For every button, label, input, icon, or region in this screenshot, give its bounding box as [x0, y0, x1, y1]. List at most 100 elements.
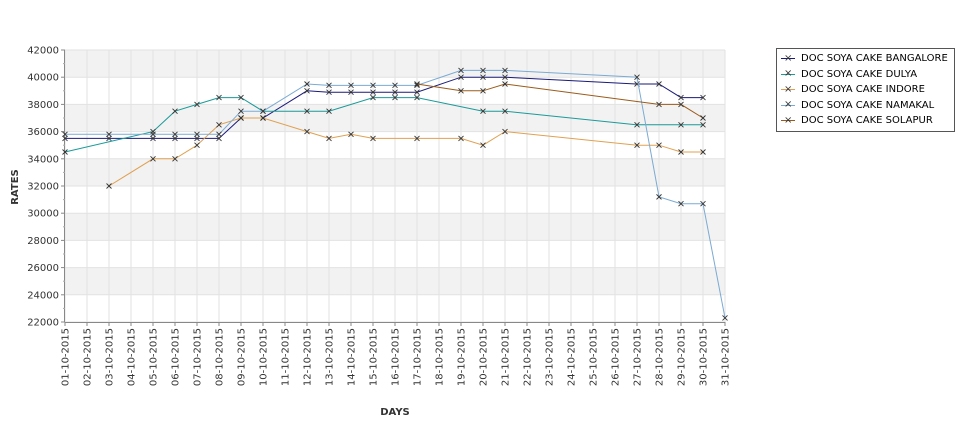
data-point: [458, 135, 464, 142]
legend-item: × DOC SOYA CAKE NAMAKAL: [781, 98, 948, 114]
data-point: [304, 81, 310, 87]
axes: [61, 49, 726, 326]
y-tick-label: 38000: [27, 100, 59, 111]
data-point: [480, 108, 486, 115]
x-tick-label: 30-10-2015: [699, 328, 710, 386]
x-tick-label: 14-10-2015: [347, 328, 358, 386]
data-point: [370, 82, 376, 89]
x-tick-label: 22-10-2015: [523, 328, 534, 386]
legend-label: DOC SOYA CAKE BANGALORE: [801, 53, 948, 65]
x-tick-label: 05-10-2015: [149, 328, 160, 386]
legend-label: DOC SOYA CAKE INDORE: [801, 84, 925, 96]
legend-item: × DOC SOYA CAKE INDORE: [781, 82, 948, 98]
data-point: [634, 74, 640, 81]
data-point: [502, 74, 508, 81]
data-point: [480, 67, 486, 74]
legend-item: × DOC SOYA CAKE BANGALORE: [781, 51, 948, 67]
y-tick-label: 36000: [27, 127, 59, 138]
y-tick-label: 42000: [27, 46, 59, 57]
legend-marker: ×: [781, 99, 795, 111]
data-point: [326, 82, 332, 89]
data-point: [150, 135, 156, 142]
data-point: [194, 135, 200, 142]
data-point: [700, 94, 706, 101]
data-point: [700, 121, 706, 128]
data-point: [656, 194, 662, 200]
data-point: [238, 115, 244, 121]
data-point: [678, 101, 684, 108]
x-tick-label: 11-10-2015: [281, 328, 292, 386]
data-point: [722, 315, 728, 321]
data-point: [304, 108, 310, 115]
legend-item: × DOC SOYA CAKE DULYA: [781, 67, 948, 83]
x-tick-label: 02-10-2015: [83, 328, 94, 386]
data-point: [348, 82, 354, 89]
x-tick-label: 23-10-2015: [545, 328, 556, 386]
data-point: [260, 115, 266, 121]
data-point: [238, 108, 244, 115]
data-point: [62, 149, 68, 155]
data-point: [480, 142, 486, 149]
data-point: [194, 131, 200, 138]
data-point: [392, 82, 398, 89]
data-point: [458, 67, 464, 74]
data-point: [414, 82, 420, 89]
x-tick-labels: 01-10-2015 02-10-2015 03-10-2015 04-10-2015…: [61, 328, 732, 386]
y-tick-label: 22000: [27, 318, 59, 329]
y-axis-title: RATES: [10, 169, 21, 205]
x-tick-label: 15-10-2015: [369, 328, 380, 386]
data-point: [502, 67, 508, 74]
y-tick-label: 30000: [27, 209, 59, 220]
data-point: [216, 121, 222, 128]
data-point: [370, 89, 376, 95]
data-point: [502, 108, 508, 115]
x-tick-label: 13-10-2015: [325, 328, 336, 386]
x-tick-label: 25-10-2015: [589, 328, 600, 386]
x-tick-label: 17-10-2015: [413, 328, 424, 386]
x-tick-label: 19-10-2015: [457, 328, 468, 386]
y-tick-label: 40000: [27, 73, 59, 84]
y-tick-label: 24000: [27, 290, 59, 301]
data-point: [304, 128, 310, 135]
x-tick-label: 21-10-2015: [501, 328, 512, 386]
data-point: [172, 108, 178, 115]
x-tick-label: 26-10-2015: [611, 328, 622, 386]
x-tick-label: 16-10-2015: [391, 328, 402, 386]
data-point: [656, 142, 662, 149]
x-axis-title: DAYS: [380, 407, 410, 418]
legend-marker: ×: [781, 84, 795, 96]
data-point: [62, 135, 68, 142]
x-tick-label: 12-10-2015: [303, 328, 314, 386]
data-point: [458, 87, 464, 94]
data-point: [326, 89, 332, 95]
data-point: [458, 74, 464, 81]
data-point: [414, 81, 420, 87]
x-tick-label: 27-10-2015: [633, 328, 644, 386]
data-point: [678, 121, 684, 128]
data-point: [370, 135, 376, 142]
x-tick-label: 01-10-2015: [61, 328, 72, 386]
data-point: [172, 131, 178, 138]
x-tick-label: 08-10-2015: [215, 328, 226, 386]
y-tick-label: 34000: [27, 154, 59, 165]
legend-label: DOC SOYA CAKE NAMAKAL: [801, 99, 935, 111]
data-point: [678, 200, 684, 207]
data-point: [150, 131, 156, 138]
data-point: [348, 89, 354, 95]
legend-marker: ×: [781, 53, 795, 65]
data-point: [348, 131, 354, 138]
data-point: [502, 128, 508, 135]
data-point: [216, 131, 222, 138]
data-point: [700, 149, 706, 155]
y-tick-labels: 22000 24000 26000 28000 30000 32000 34000 36000…: [27, 46, 59, 329]
data-point: [106, 183, 112, 189]
data-point: [480, 74, 486, 81]
data-point: [216, 94, 222, 101]
y-tick-label: 32000: [27, 182, 59, 193]
data-point: [326, 135, 332, 142]
y-tick-label: 26000: [27, 263, 59, 274]
x-tick-label: 03-10-2015: [105, 328, 116, 386]
x-tick-label: 10-10-2015: [259, 328, 270, 386]
series-lines: [62, 67, 728, 321]
x-tick-label: 28-10-2015: [655, 328, 666, 386]
